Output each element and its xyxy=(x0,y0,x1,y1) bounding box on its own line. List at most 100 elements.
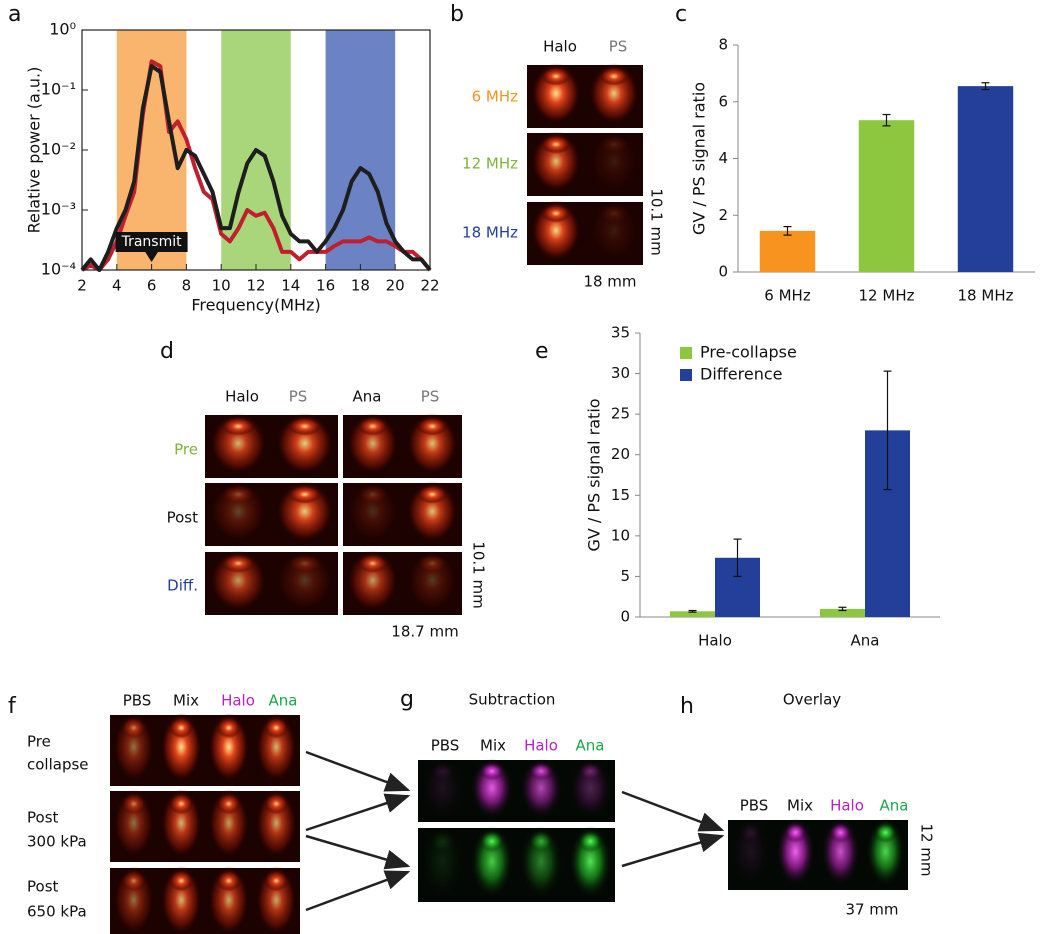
column-label: Halo xyxy=(543,38,577,56)
speckle xyxy=(739,822,762,844)
x-tick-label: 18 xyxy=(351,277,370,295)
panel-letter: b xyxy=(450,2,464,27)
x-tick-label: 10 xyxy=(212,277,231,295)
y-tick-label: 2 xyxy=(718,206,728,224)
speckle xyxy=(430,830,455,853)
x-tick-label: 12 MHz xyxy=(859,287,915,305)
error-bar xyxy=(883,370,892,491)
y-tick-label: 10⁻¹ xyxy=(41,80,76,99)
speckle xyxy=(221,484,255,504)
y-tick-label: 10 xyxy=(611,526,630,544)
speckle xyxy=(264,793,289,815)
annotation: Transmit xyxy=(121,234,183,250)
speckle xyxy=(417,553,448,573)
x-tick-label: 20 xyxy=(386,277,405,295)
x-tick-label: 22 xyxy=(420,277,439,295)
speckle xyxy=(169,717,194,739)
legend-label: Pre-collapse xyxy=(700,343,797,362)
y-tick-label: 10⁻³ xyxy=(41,200,76,219)
y-tick-label: 6 xyxy=(718,92,728,110)
speckle xyxy=(578,830,603,853)
y-axis-label: GV / PS signal ratio xyxy=(690,82,709,235)
annotation-pointer xyxy=(144,251,159,262)
row-label: 18 MHz xyxy=(462,224,518,242)
bar xyxy=(858,120,915,272)
column-label: Ana xyxy=(269,692,298,710)
speckle xyxy=(599,134,629,154)
bar xyxy=(759,230,816,272)
bar xyxy=(670,611,715,617)
speckle xyxy=(357,484,388,504)
speckle xyxy=(528,761,554,781)
y-tick-label: 0 xyxy=(718,263,728,281)
column-label: PS xyxy=(421,388,440,406)
speckle xyxy=(221,416,255,436)
annotation-box xyxy=(115,232,188,252)
row-label: Pre xyxy=(174,441,198,459)
speckle xyxy=(599,203,629,223)
speckle xyxy=(599,66,629,86)
speckle xyxy=(874,822,897,844)
speckle xyxy=(264,717,289,739)
y-tick-label: 30 xyxy=(611,364,630,382)
column-label: PBS xyxy=(740,797,769,815)
speckle xyxy=(541,203,571,223)
error-bar xyxy=(882,113,891,127)
speckle xyxy=(121,870,146,892)
legend-swatch xyxy=(680,369,692,381)
row-label: 650 kPa xyxy=(27,903,87,921)
x-tick-label: 4 xyxy=(112,277,122,295)
column-label: Mix xyxy=(787,797,813,815)
band xyxy=(325,30,396,270)
column-label: Mix xyxy=(480,737,506,755)
row-label: 6 MHz xyxy=(472,88,519,106)
row-label: Diff. xyxy=(167,577,198,595)
speckle xyxy=(216,870,241,892)
x-tick-label: 2 xyxy=(77,277,87,295)
plot-frame xyxy=(81,29,431,271)
column-label: PBS xyxy=(123,692,152,710)
series-line xyxy=(80,64,432,272)
y-tick-label: 35 xyxy=(611,324,630,342)
speckle xyxy=(288,416,322,436)
legend-label: Difference xyxy=(700,365,782,384)
y-tick-label: 25 xyxy=(611,405,630,423)
error-bar xyxy=(783,226,792,236)
row-label: 300 kPa xyxy=(27,833,87,851)
x-tick-label: 12 xyxy=(246,277,265,295)
speckle xyxy=(121,793,146,815)
scale-label: 18.7 mm xyxy=(391,623,458,641)
column-label: Ana xyxy=(880,797,909,815)
panel-letter: h xyxy=(680,694,694,719)
speckle xyxy=(288,484,322,504)
row-label: Post xyxy=(167,509,199,527)
scale-label: 10.1 mm xyxy=(470,541,488,608)
speckle xyxy=(829,822,852,844)
speckle xyxy=(417,416,448,436)
speckle xyxy=(264,870,289,892)
speckle xyxy=(784,822,807,844)
column-label: Halo xyxy=(830,797,864,815)
x-tick-label: Halo xyxy=(698,632,732,650)
speckle xyxy=(169,870,194,892)
speckle xyxy=(541,66,571,86)
y-tick-label: 10⁰ xyxy=(49,20,76,39)
scale-label: 10.1 mm xyxy=(648,188,666,255)
panel-letter: d xyxy=(160,339,174,364)
error-bar xyxy=(838,606,847,612)
column-label: Halo xyxy=(221,692,255,710)
speckle xyxy=(417,484,448,504)
speckle xyxy=(357,553,388,573)
speckle xyxy=(528,830,554,853)
y-tick-label: 0 xyxy=(620,608,630,626)
y-tick-label: 8 xyxy=(718,36,728,54)
panel-letter: c xyxy=(675,2,687,27)
panel-letter: a xyxy=(8,2,21,27)
column-label: PBS xyxy=(431,737,460,755)
y-tick-label: 4 xyxy=(718,149,728,167)
column-label: Mix xyxy=(173,692,199,710)
x-tick-label: 6 xyxy=(147,277,157,295)
column-label: PS xyxy=(289,388,308,406)
speckle xyxy=(288,553,322,573)
y-axis-label: Relative power (a.u.) xyxy=(25,67,44,234)
